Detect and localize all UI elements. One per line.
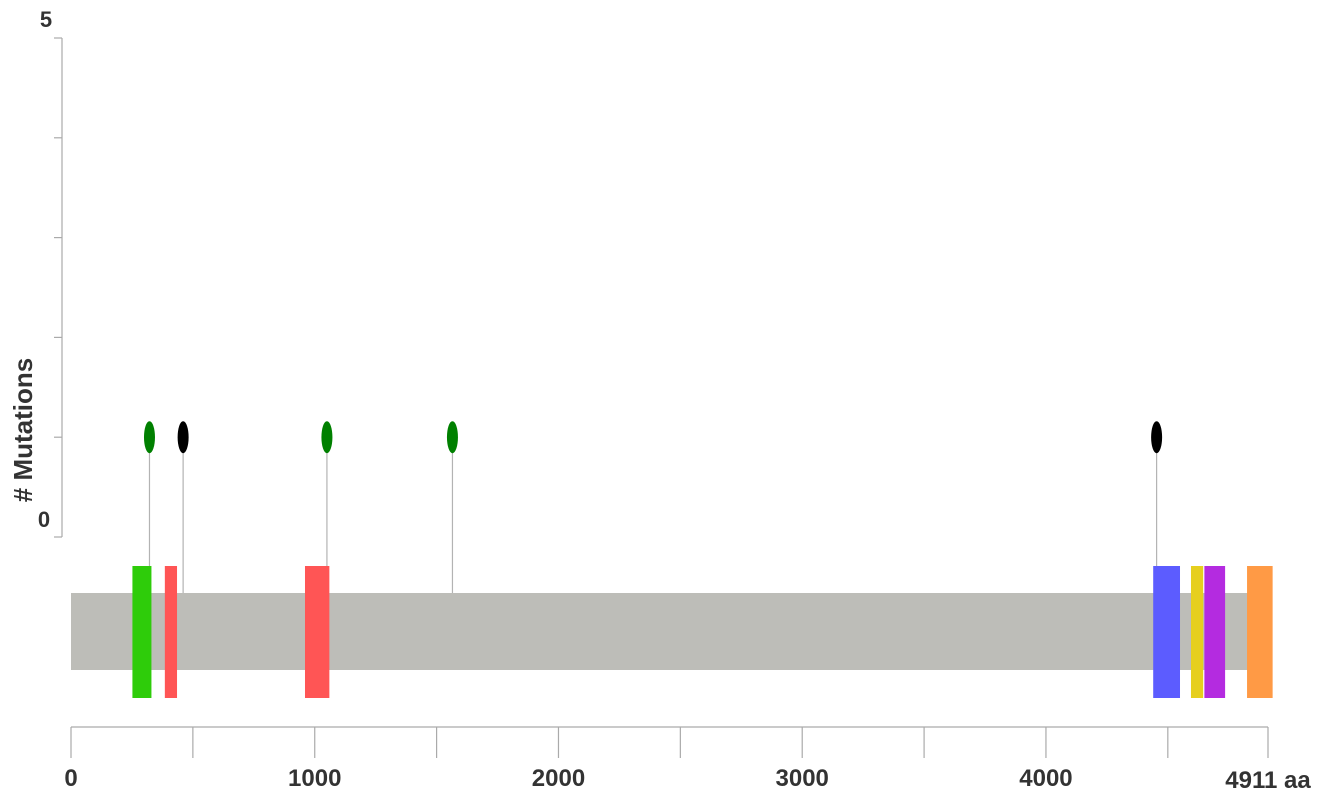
protein-backbone [71,593,1268,670]
protein-domains [132,566,1273,698]
mutation-markers [143,421,1163,454]
protein-domain [164,566,178,698]
x-axis-tick-label: 4000 [1019,765,1072,792]
protein-domain [1153,566,1181,698]
x-axis-ticks [70,727,1269,758]
protein-domain [304,566,330,698]
mutation-marker [1151,421,1163,454]
mutation-marker [143,421,155,454]
y-axis-title: # Mutations [8,358,38,502]
mutation-stems [148,437,1158,593]
mutation-marker [446,421,458,454]
x-axis-tick-label: 2000 [532,765,585,792]
x-axis-tick-labels: 0 1000 2000 3000 4000 [64,765,1072,792]
mutation-marker [177,421,189,454]
x-axis-tick-label: 0 [64,765,77,792]
y-axis: 5 0 # Mutations [8,7,63,538]
mutation-marker [321,421,333,454]
x-axis: 0 1000 2000 3000 4000 4911 aa [64,726,1311,794]
y-axis-ticks [54,37,62,538]
protein-domain [1204,566,1226,698]
protein-domain [1190,566,1204,698]
x-axis-tick-label: 3000 [776,765,829,792]
protein-length-label: 4911 aa [1225,767,1311,794]
protein-domain [132,566,152,698]
y-axis-max-label: 5 [40,7,52,32]
protein-domain [1247,566,1273,698]
y-axis-min-label: 0 [38,507,50,532]
x-axis-tick-label: 1000 [288,765,341,792]
